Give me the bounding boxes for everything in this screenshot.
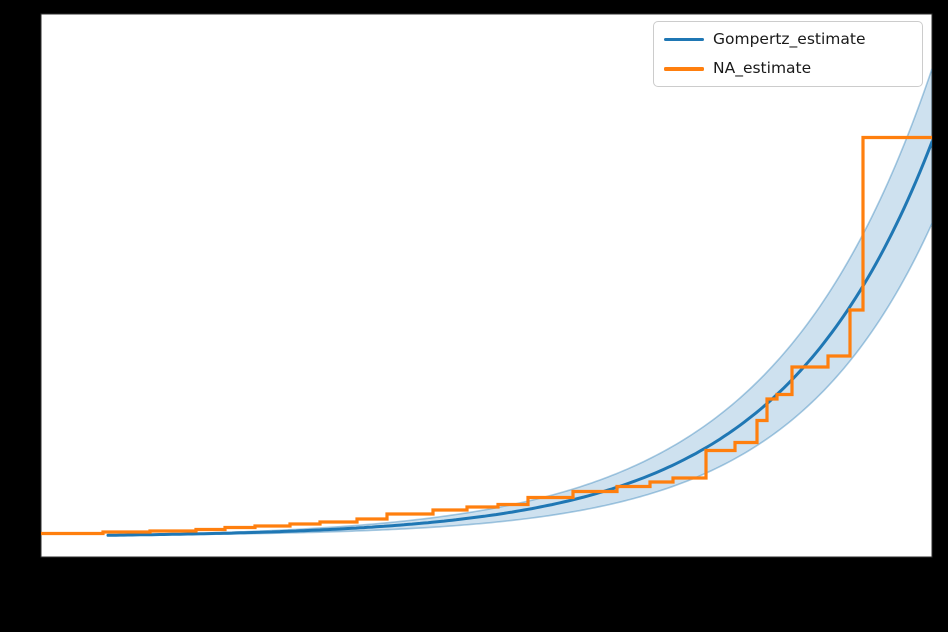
gompertz-line bbox=[106, 140, 932, 537]
legend-item-gompertz: Gompertz_estimate bbox=[664, 28, 910, 51]
na-line-swatch bbox=[664, 67, 704, 71]
legend-label-gompertz: Gompertz_estimate bbox=[713, 29, 866, 48]
confidence-band bbox=[108, 68, 932, 536]
gompertz-line-swatch bbox=[664, 37, 704, 41]
legend-item-na: NA_estimate bbox=[664, 58, 910, 81]
legend: Gompertz_estimate NA_estimate bbox=[653, 21, 923, 87]
legend-label-na: NA_estimate bbox=[713, 59, 812, 77]
na-estimate-line bbox=[41, 135, 932, 536]
plot-area bbox=[40, 13, 933, 558]
